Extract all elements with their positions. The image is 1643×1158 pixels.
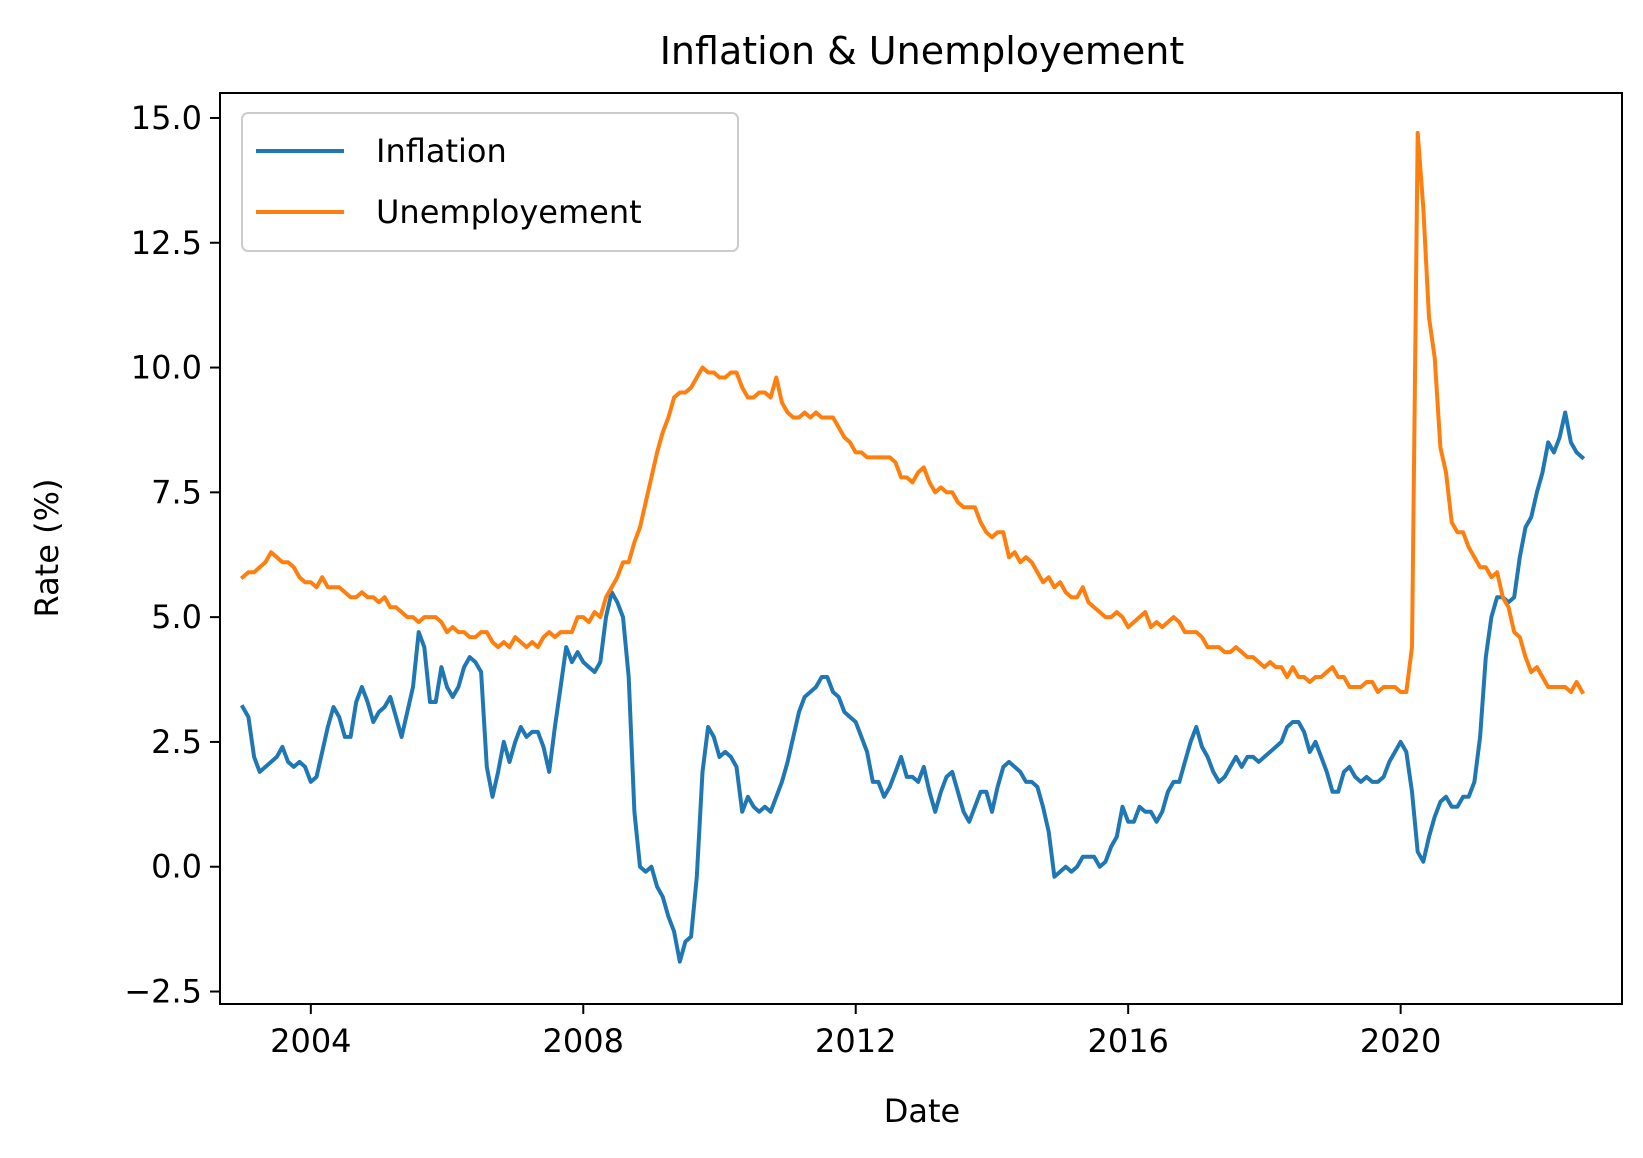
y-tick-label: 0.0 — [151, 848, 202, 886]
y-tick-label: −2.5 — [124, 973, 202, 1011]
x-axis: 2004 2008 2012 2016 2020 — [270, 1004, 1441, 1060]
legend: Inflation Unemployement — [241, 112, 739, 252]
legend-label: Inflation — [376, 132, 507, 170]
series-line-inflation — [239, 410, 1586, 964]
x-tick-label: 2008 — [543, 1022, 624, 1060]
y-tick-label: 10.0 — [131, 349, 202, 387]
y-tick-label: 5.0 — [151, 598, 202, 636]
x-tick-label: 2012 — [815, 1022, 896, 1060]
chart-title: Inflation & Unemployement — [660, 29, 1185, 73]
x-axis-label: Date — [884, 1092, 960, 1130]
x-tick-label: 2016 — [1087, 1022, 1168, 1060]
x-tick-label: 2020 — [1360, 1022, 1441, 1060]
y-tick-label: 12.5 — [131, 224, 202, 262]
plot-area — [239, 130, 1586, 964]
y-axis: −2.5 0.0 2.5 5.0 7.5 10.0 12.5 15.0 — [124, 99, 220, 1011]
legend-box — [241, 112, 739, 252]
x-tick-label: 2004 — [270, 1022, 351, 1060]
y-tick-label: 15.0 — [131, 99, 202, 137]
series-line-unemployement — [239, 130, 1586, 695]
y-axis-label: Rate (%) — [28, 479, 66, 618]
y-tick-label: 2.5 — [151, 723, 202, 761]
plot-frame — [219, 92, 1623, 1005]
legend-label: Unemployement — [376, 193, 642, 231]
y-tick-label: 7.5 — [151, 473, 202, 511]
